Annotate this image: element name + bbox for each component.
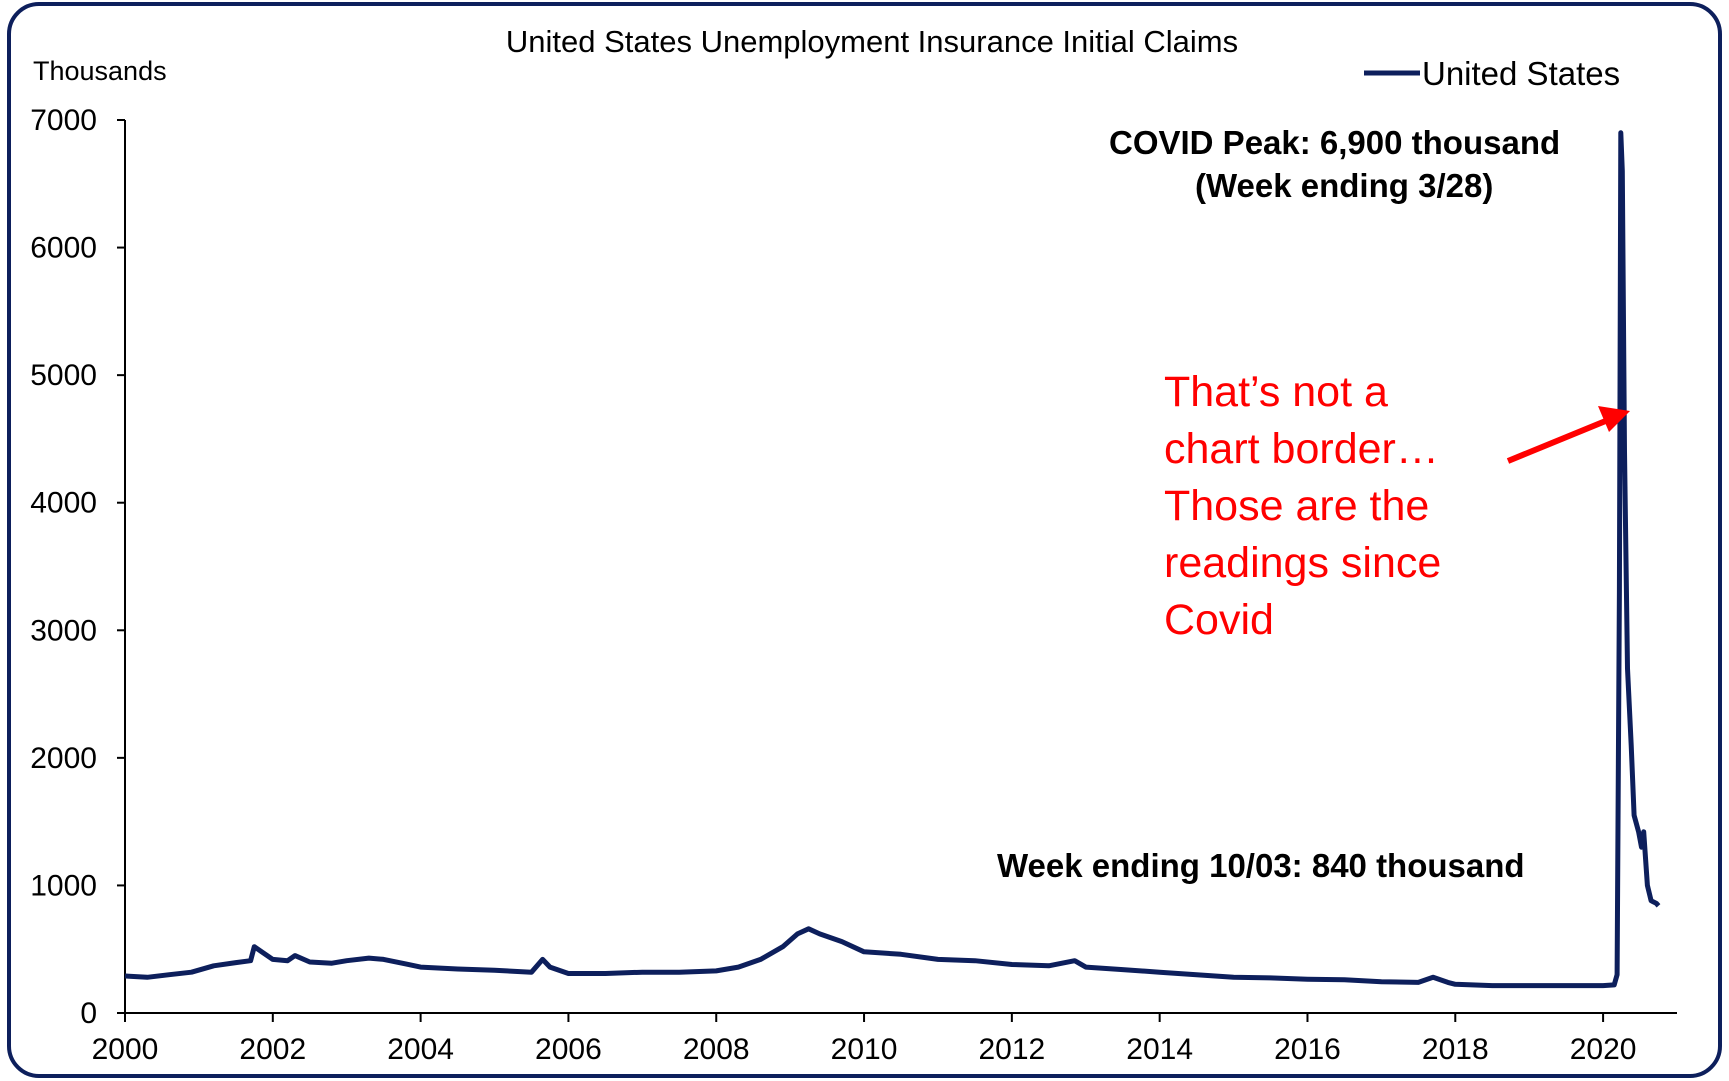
series-layer: [124, 130, 1661, 989]
peak-annotation-line2: (Week ending 3/28): [1195, 167, 1493, 204]
peak-annotation-line1: COVID Peak: 6,900 thousand: [1109, 124, 1560, 161]
y-tick-label: 3000: [30, 614, 97, 647]
chart-frame: [7, 2, 1722, 1078]
x-axis: 2000 2002 2004 2006 2008 2010 2012 2014 2016 2018…: [92, 1012, 1677, 1066]
y-tick-label: 4000: [30, 487, 97, 520]
x-tick-label: 2002: [239, 1033, 306, 1066]
y-axis: 0 1000 2000 3000 4000 5000 6000 7000: [30, 104, 126, 1030]
red-note-line: Covid: [1164, 596, 1274, 644]
x-tick-label: 2018: [1422, 1033, 1489, 1066]
x-tick-label: 2020: [1570, 1033, 1637, 1066]
red-note-line: readings since: [1164, 539, 1441, 587]
x-tick-label: 2006: [535, 1033, 602, 1066]
y-tick-label: 6000: [30, 232, 97, 265]
legend: United States: [1364, 55, 1620, 92]
red-arrow: [1506, 417, 1610, 464]
chart-title: United States Unemployment Insurance Ini…: [506, 24, 1238, 59]
red-arrowhead: [1598, 406, 1630, 432]
x-tick-label: 2016: [1274, 1033, 1341, 1066]
y-tick-label: 5000: [30, 359, 97, 392]
red-note: That’s not a chart border… Those are the…: [1164, 368, 1630, 644]
y-tick-label: 2000: [30, 742, 97, 775]
latest-reading-annotation: Week ending 10/03: 840 thousand: [997, 847, 1525, 884]
red-note-line: That’s not a: [1164, 368, 1388, 416]
y-tick-label: 0: [80, 997, 97, 1030]
x-tick-label: 2014: [1126, 1033, 1193, 1066]
legend-entry-united-states: United States: [1422, 55, 1620, 92]
x-tick-label: 2012: [978, 1033, 1045, 1066]
red-note-line: chart border…: [1164, 425, 1439, 473]
x-tick-label: 2008: [683, 1033, 750, 1066]
y-tick-label: 1000: [30, 869, 97, 902]
red-note-line: Those are the: [1164, 482, 1429, 530]
x-tick-label: 2000: [92, 1033, 159, 1066]
y-axis-unit-label: Thousands: [33, 56, 167, 86]
y-tick-label: 7000: [30, 104, 97, 137]
series-line-united-states: [124, 130, 1661, 989]
x-tick-label: 2004: [387, 1033, 454, 1066]
x-tick-label: 2010: [831, 1033, 898, 1066]
